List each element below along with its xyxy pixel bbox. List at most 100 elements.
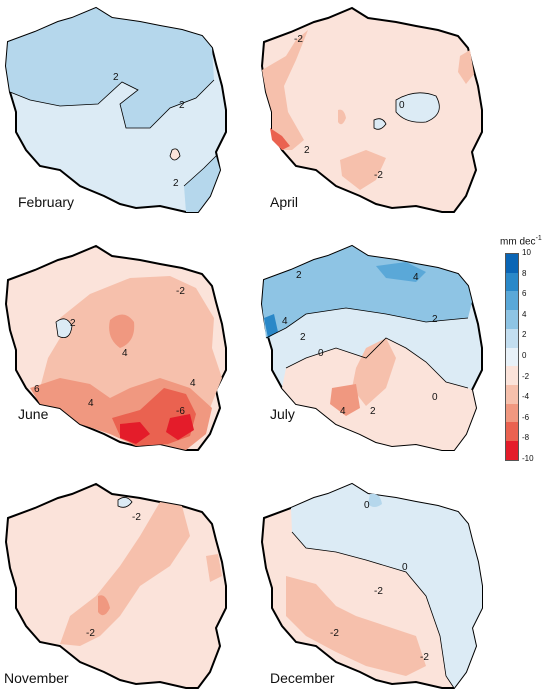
salmon-zone <box>60 502 190 646</box>
map-panel-december: 0 0 -2 -2 -2 December <box>256 476 496 691</box>
contour-line <box>9 79 215 129</box>
panel-month-label: April <box>270 194 299 210</box>
legend-tick-label: -4 <box>522 392 530 402</box>
contour-label: 4 <box>282 316 288 327</box>
contour-label: 2 <box>70 318 76 329</box>
legend-tick-label: 10 <box>522 248 531 257</box>
contour-line <box>291 531 455 689</box>
legend-swatch <box>506 422 518 442</box>
deep-blue-zone <box>264 314 278 338</box>
legend-tick-label: 6 <box>522 289 527 299</box>
blue-spot <box>373 118 387 130</box>
orange-zone <box>109 314 135 348</box>
legend-swatch <box>506 328 518 348</box>
panel-month-label: December <box>270 670 335 686</box>
pink-spot <box>169 148 181 161</box>
contour-label: 2 <box>113 72 119 83</box>
legend-tick-label: 2 <box>522 330 527 340</box>
contour-label: -2 <box>86 628 95 639</box>
map-panel-june: -2 2 4 -6 4 6 4 June <box>0 238 240 453</box>
salmon-zone <box>206 554 222 582</box>
contour-label: 2 <box>173 178 179 189</box>
contour-label: 6 <box>34 384 40 395</box>
orange-zone <box>98 595 110 616</box>
map-panel-november: -2 -2 November <box>0 476 240 691</box>
deep-red-zone <box>120 422 150 444</box>
contour-label: 4 <box>413 272 419 283</box>
contour-label: 2 <box>296 270 302 281</box>
map-panel-july: 4 2 4 2 0 0 2 4 2 July <box>256 238 496 453</box>
contour-line <box>265 307 469 339</box>
contour-label: 4 <box>122 348 128 359</box>
blue-spot <box>395 92 440 123</box>
blue-spot <box>55 318 73 339</box>
orange-zone <box>330 384 360 416</box>
contour-line <box>183 155 217 187</box>
salmon-zone <box>340 150 386 190</box>
contour-label: 2 <box>432 314 438 325</box>
blue-zone <box>6 8 214 128</box>
panel-month-label: November <box>4 670 69 686</box>
salmon-zone <box>458 50 474 84</box>
map-november: -2 -2 <box>4 482 227 689</box>
contour-label: 4 <box>340 406 346 417</box>
map-february: 2 2 2 <box>4 6 227 213</box>
panel-month-label: June <box>18 406 49 422</box>
contour-label: 2 <box>370 406 376 417</box>
panel-month-label: February <box>18 194 75 210</box>
contour-label: -2 <box>420 652 429 663</box>
contour-label: 4 <box>190 378 196 389</box>
map-panel-april: -2 0 2 -2 April <box>256 0 496 215</box>
contour-label: 0 <box>432 392 438 403</box>
legend-swatch <box>506 403 518 423</box>
blue-zone <box>291 484 482 688</box>
blue-zone-se <box>184 156 220 212</box>
legend-color-ramp <box>505 253 519 461</box>
legend-swatch <box>506 385 518 404</box>
contour-label: 2 <box>304 145 310 156</box>
contour-label: 4 <box>88 398 94 409</box>
blue-spot <box>117 497 133 508</box>
legend-tick-label: -8 <box>522 433 530 443</box>
contour-label: 0 <box>364 500 370 511</box>
legend-swatch <box>506 310 518 329</box>
deep-red-zone <box>166 414 194 440</box>
poland-outline <box>260 6 483 213</box>
salmon-zone <box>338 109 346 125</box>
deep-blue-zone <box>376 262 426 282</box>
color-legend: mm dec-1 10 8 6 4 2 0 -2 -4 -6 -8 -10 <box>500 235 548 475</box>
contour-label: 2 <box>300 332 306 343</box>
panel-month-label: July <box>270 406 295 422</box>
contour-label: -2 <box>132 512 141 523</box>
legend-tick-label: 0 <box>522 351 527 360</box>
contour-label: -2 <box>330 628 339 639</box>
contour-label: -2 <box>374 586 383 597</box>
legend-swatch <box>506 254 518 273</box>
deep-blue-spot <box>368 493 382 507</box>
contour-label: 0 <box>318 348 324 359</box>
legend-tick-label: 8 <box>522 268 527 278</box>
map-july: 4 2 4 2 0 0 2 4 2 <box>260 244 483 451</box>
contour-label: -2 <box>176 286 185 297</box>
contour-line <box>285 337 469 389</box>
legend-title: mm dec-1 <box>500 235 542 248</box>
salmon-zone <box>352 338 396 406</box>
legend-tick-label: -2 <box>522 371 530 381</box>
contour-label: 0 <box>402 562 408 573</box>
contour-label: 0 <box>399 100 405 111</box>
legend-tick-label: 4 <box>522 309 527 319</box>
legend-swatch <box>506 291 518 311</box>
map-panel-february: 2 2 2 February <box>0 0 240 215</box>
contour-label: -2 <box>294 34 303 45</box>
legend-tick-label: -6 <box>522 412 530 422</box>
legend-swatch <box>506 366 518 386</box>
contour-label: 2 <box>179 100 185 111</box>
contour-label: -6 <box>176 406 185 417</box>
legend-swatch <box>506 347 518 367</box>
legend-swatch <box>506 441 518 460</box>
salmon-zone <box>262 30 308 150</box>
red-zone <box>270 128 290 150</box>
map-december: 0 0 -2 -2 -2 <box>260 482 483 689</box>
legend-swatch <box>506 272 518 292</box>
legend-tick-label: -10 <box>522 454 534 463</box>
